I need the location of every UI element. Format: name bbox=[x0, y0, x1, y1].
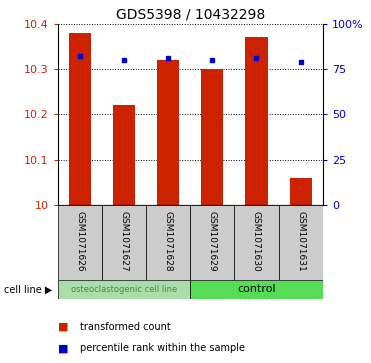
Text: GSM1071629: GSM1071629 bbox=[208, 211, 217, 272]
Text: transformed count: transformed count bbox=[80, 322, 171, 332]
Title: GDS5398 / 10432298: GDS5398 / 10432298 bbox=[115, 7, 265, 21]
Text: GSM1071628: GSM1071628 bbox=[164, 211, 173, 272]
Bar bbox=[279, 205, 323, 280]
Text: GSM1071626: GSM1071626 bbox=[75, 211, 84, 272]
Text: GSM1071631: GSM1071631 bbox=[296, 211, 305, 272]
Text: GSM1071630: GSM1071630 bbox=[252, 211, 261, 272]
Text: ■: ■ bbox=[58, 343, 68, 354]
Bar bbox=[245, 37, 267, 205]
Text: GSM1071627: GSM1071627 bbox=[119, 211, 128, 272]
Bar bbox=[69, 33, 91, 205]
Bar bbox=[157, 60, 179, 205]
Bar bbox=[201, 69, 223, 205]
Text: ■: ■ bbox=[58, 322, 68, 332]
Bar bbox=[290, 178, 312, 205]
Text: cell line ▶: cell line ▶ bbox=[4, 285, 52, 294]
Bar bbox=[146, 205, 190, 280]
Bar bbox=[113, 105, 135, 205]
Bar bbox=[234, 205, 279, 280]
Text: control: control bbox=[237, 285, 276, 294]
Text: percentile rank within the sample: percentile rank within the sample bbox=[80, 343, 245, 354]
Bar bbox=[58, 205, 102, 280]
Bar bbox=[58, 280, 190, 299]
Bar bbox=[190, 280, 323, 299]
Text: osteoclastogenic cell line: osteoclastogenic cell line bbox=[71, 285, 177, 294]
Bar bbox=[190, 205, 234, 280]
Bar bbox=[102, 205, 146, 280]
